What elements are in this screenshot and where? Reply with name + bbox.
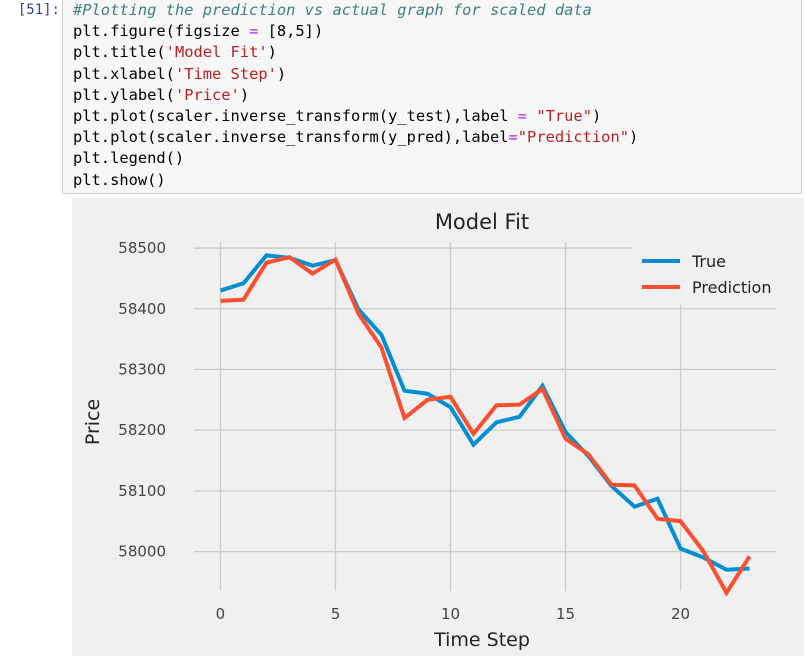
code-token: "True" bbox=[536, 107, 592, 126]
series-lines bbox=[219, 253, 752, 597]
code-line: plt.show() bbox=[73, 170, 801, 191]
code-token: plt.xlabel( bbox=[73, 64, 175, 83]
code-line: plt.legend() bbox=[73, 148, 801, 169]
code-cell-editor[interactable]: #Plotting the prediction vs actual graph… bbox=[62, 0, 802, 194]
code-token: "Prediction" bbox=[517, 128, 629, 147]
code-token: plt.title( bbox=[73, 43, 166, 62]
code-token: = bbox=[517, 107, 528, 126]
y-tick-label: 58300 bbox=[118, 360, 166, 378]
code-token: 'Model Fit' bbox=[165, 43, 268, 62]
code-token: ) bbox=[239, 85, 250, 104]
code-token bbox=[527, 107, 536, 125]
y-axis-label: Price bbox=[82, 399, 104, 445]
x-tick-label: 20 bbox=[671, 605, 690, 623]
code-token: plt.legend() bbox=[73, 149, 185, 168]
x-tick-label: 5 bbox=[331, 605, 341, 623]
y-tick-label: 58500 bbox=[118, 239, 166, 257]
y-tick-label: 58000 bbox=[118, 543, 166, 561]
chart-title: Model Fit bbox=[435, 210, 529, 234]
code-token: plt.plot(scaler.inverse_transform(y_test… bbox=[73, 107, 518, 126]
legend-label: True bbox=[691, 252, 726, 271]
code-token: ) bbox=[628, 128, 639, 147]
y-tick-label: 58200 bbox=[118, 421, 166, 439]
code-lines: #Plotting the prediction vs actual graph… bbox=[73, 0, 801, 191]
code-line: plt.xlabel('Time Step') bbox=[73, 64, 801, 85]
code-token: = bbox=[508, 128, 518, 147]
y-tick-label: 58100 bbox=[118, 482, 166, 500]
cell-output: Model Fit Time Step Price 0 5 10 15 20 58000 5… bbox=[72, 198, 804, 656]
code-token: plt.plot(scaler.inverse_transform(y_pred… bbox=[73, 128, 509, 147]
code-token: = bbox=[249, 22, 259, 41]
code-line: plt.plot(scaler.inverse_transform(y_test… bbox=[73, 106, 801, 127]
code-token: 'Price' bbox=[174, 85, 240, 104]
legend: True Prediction bbox=[631, 239, 787, 305]
series-line-true bbox=[219, 253, 750, 572]
legend-label: Prediction bbox=[692, 278, 771, 297]
x-tick-label: 15 bbox=[556, 605, 575, 623]
series-line-prediction bbox=[220, 255, 752, 597]
code-token: ) bbox=[276, 64, 287, 83]
code-token: ) bbox=[591, 107, 602, 126]
code-token: 'Time Step' bbox=[174, 64, 277, 83]
code-token: #Plotting the prediction vs actual graph… bbox=[73, 1, 592, 19]
tick-labels: 0 5 10 15 20 58000 58100 58200 58300 58400 58500 bbox=[118, 239, 690, 623]
model-fit-chart: Model Fit Time Step Price 0 5 10 15 20 58000 5… bbox=[72, 198, 804, 656]
code-token: plt.figure(figsize bbox=[73, 22, 250, 41]
y-tick-label: 58400 bbox=[118, 300, 166, 318]
code-line: plt.plot(scaler.inverse_transform(y_pred… bbox=[73, 127, 801, 148]
code-token: [8,5]) bbox=[258, 22, 324, 41]
code-line: #Plotting the prediction vs actual graph… bbox=[73, 0, 801, 21]
code-token: plt.ylabel( bbox=[73, 85, 175, 104]
code-line: plt.ylabel('Price') bbox=[73, 85, 801, 106]
code-line: plt.title('Model Fit') bbox=[73, 42, 801, 63]
code-token: ) bbox=[267, 43, 277, 62]
x-tick-label: 10 bbox=[441, 605, 460, 623]
code-token: plt.show() bbox=[73, 170, 166, 189]
cell-prompt: [51]: bbox=[17, 2, 60, 18]
code-line: plt.figure(figsize = [8,5]) bbox=[73, 21, 801, 42]
x-axis-label: Time Step bbox=[433, 629, 530, 651]
x-tick-label: 0 bbox=[216, 605, 226, 623]
